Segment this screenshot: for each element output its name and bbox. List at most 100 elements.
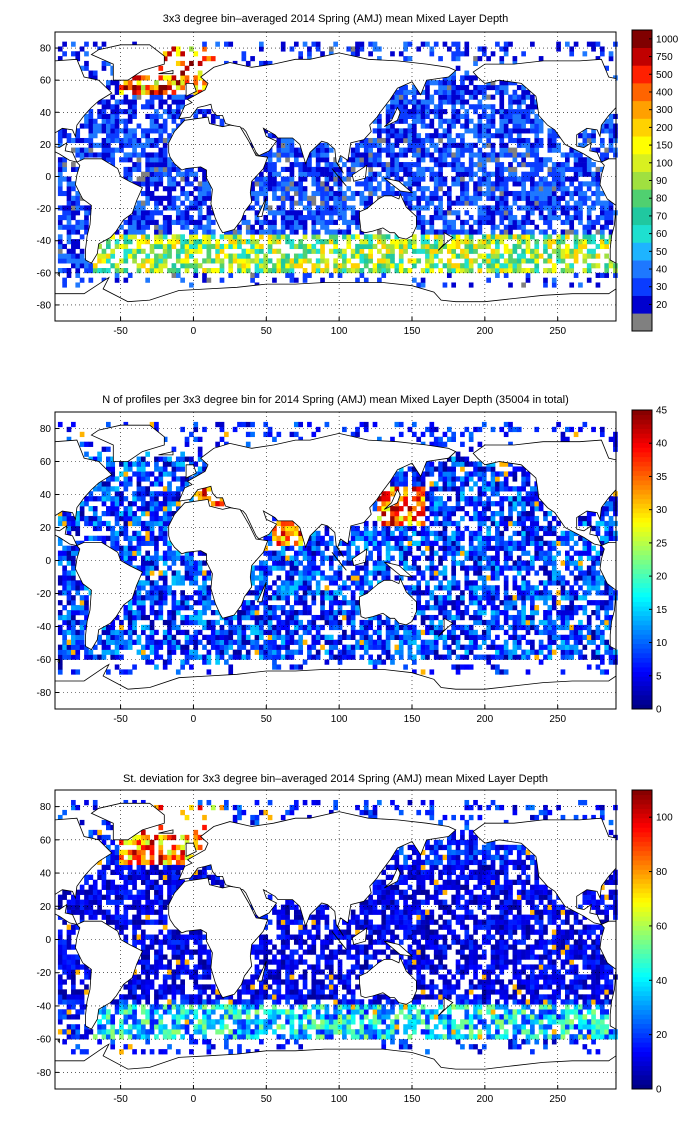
data-cell: [136, 219, 142, 225]
data-cell: [569, 654, 575, 660]
data-cell: [66, 610, 72, 616]
data-cell: [71, 580, 76, 586]
data-cell: [193, 89, 199, 95]
data-cell: [88, 70, 94, 76]
data-cell: [307, 580, 312, 586]
data-cell: [442, 555, 448, 561]
data-cell: [206, 253, 212, 259]
data-cell: [180, 80, 185, 86]
data-cell: [508, 253, 513, 259]
data-cell: [132, 75, 137, 81]
data-cell: [180, 263, 185, 269]
data-cell: [302, 605, 308, 611]
data-cell: [372, 171, 378, 177]
data-cell: [250, 190, 255, 197]
data-cell: [307, 215, 312, 221]
data-cell: [372, 234, 378, 240]
data-cell: [241, 258, 247, 264]
colorbar-segment: [632, 189, 652, 208]
data-cell: [451, 41, 457, 47]
data-cell: [158, 84, 164, 91]
data-cell: [398, 118, 404, 124]
data-cell: [385, 234, 391, 240]
data-cell: [350, 629, 356, 636]
data-cell: [516, 263, 522, 269]
data-cell: [197, 224, 203, 230]
data-cell: [350, 46, 356, 52]
data-cell: [162, 215, 168, 221]
data-cell: [289, 147, 295, 153]
data-cell: [538, 555, 544, 561]
data-cell: [145, 219, 151, 225]
data-cell: [377, 565, 382, 571]
data-cell: [62, 176, 67, 182]
data-cell: [477, 229, 483, 235]
data-cell: [276, 619, 282, 626]
data-cell: [569, 205, 575, 211]
data-cell: [158, 152, 164, 158]
data-cell: [433, 600, 439, 606]
data-cell: [101, 253, 107, 259]
data-cell: [298, 200, 304, 206]
data-cell: [259, 46, 264, 52]
data-cell: [372, 176, 378, 182]
data-cell: [551, 555, 557, 561]
data-cell: [180, 600, 185, 606]
data-cell: [372, 629, 378, 636]
data-cell: [259, 258, 264, 264]
data-cell: [442, 565, 448, 571]
data-cell: [324, 195, 330, 201]
data-cell: [407, 590, 413, 596]
data-cell: [175, 210, 181, 216]
data-cell: [525, 585, 531, 591]
data-cell: [285, 644, 290, 650]
data-cell: [381, 649, 387, 655]
data-cell: [490, 219, 496, 225]
data-cell: [385, 619, 391, 626]
data-cell: [420, 195, 426, 201]
data-cell: [224, 243, 229, 250]
data-cell: [582, 51, 588, 57]
data-cell: [66, 224, 72, 230]
data-cell: [75, 590, 81, 596]
data-cell: [433, 89, 439, 95]
data-cell: [162, 253, 168, 259]
data-cell: [390, 535, 395, 541]
colorbar-tick-label: 400: [656, 87, 673, 98]
data-cell: [473, 195, 478, 201]
data-cell: [403, 545, 408, 551]
data-cell: [530, 540, 535, 546]
data-cell: [460, 133, 465, 139]
data-cell: [538, 229, 544, 235]
data-cell: [412, 137, 417, 144]
data-cell: [57, 162, 63, 168]
data-cell: [451, 234, 457, 240]
data-cell: [359, 195, 365, 201]
data-cell: [578, 152, 583, 158]
data-cell: [79, 600, 85, 606]
data-cell: [293, 162, 299, 168]
data-cell: [162, 575, 168, 581]
data-cell: [381, 239, 387, 245]
colorbar-tick-label: 20: [656, 300, 668, 311]
data-cell: [586, 555, 592, 561]
data-cell: [145, 565, 151, 571]
data-cell: [543, 555, 548, 561]
data-cell: [158, 610, 164, 616]
data-cell: [57, 46, 63, 52]
data-cell: [149, 181, 155, 187]
data-cell: [534, 186, 540, 192]
data-cell: [158, 113, 164, 119]
data-cell: [473, 580, 478, 586]
data-cell: [197, 195, 203, 201]
data-cell: [438, 215, 443, 221]
data-cell: [420, 639, 426, 645]
data-cell: [543, 243, 548, 250]
data-cell: [530, 248, 535, 254]
data-cell: [298, 186, 304, 192]
data-cell: [324, 610, 330, 616]
data-cell: [525, 639, 531, 645]
data-cell: [154, 229, 159, 235]
data-cell: [604, 200, 610, 206]
data-cell: [451, 560, 457, 566]
